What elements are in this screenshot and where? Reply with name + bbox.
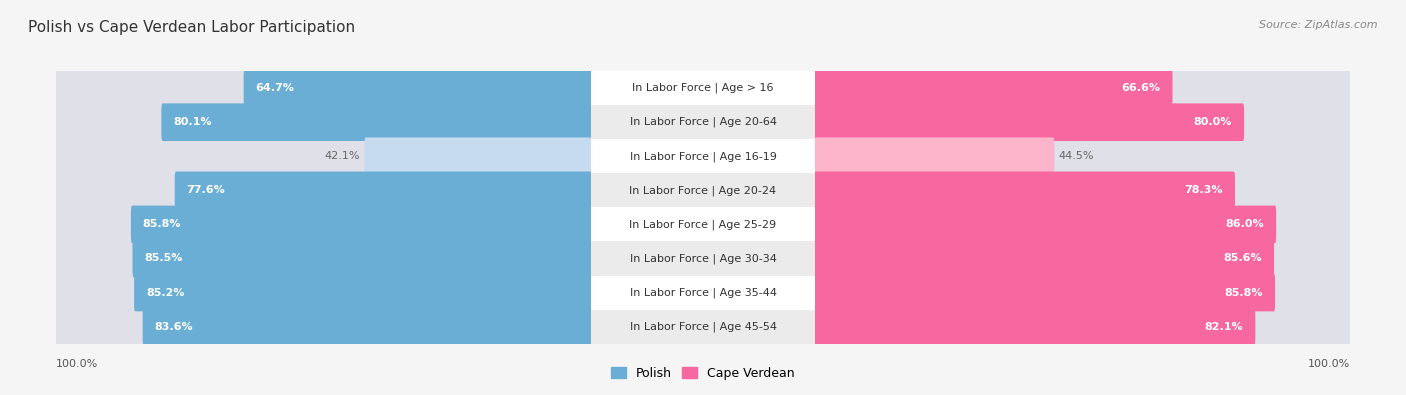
Bar	[56, 310, 591, 344]
Text: 82.1%: 82.1%	[1205, 322, 1243, 332]
Text: 85.5%: 85.5%	[145, 254, 183, 263]
FancyBboxPatch shape	[55, 205, 592, 244]
Text: In Labor Force | Age 45-54: In Labor Force | Age 45-54	[630, 322, 776, 332]
Text: 64.7%: 64.7%	[256, 83, 294, 93]
Text: In Labor Force | Age 25-29: In Labor Force | Age 25-29	[630, 219, 776, 229]
FancyBboxPatch shape	[814, 69, 1173, 107]
Text: 80.0%: 80.0%	[1194, 117, 1232, 127]
Text: 77.6%: 77.6%	[187, 185, 225, 196]
Legend: Polish, Cape Verdean: Polish, Cape Verdean	[606, 362, 800, 385]
Bar	[815, 241, 1350, 276]
FancyBboxPatch shape	[814, 68, 1351, 108]
FancyBboxPatch shape	[814, 274, 1275, 311]
Bar	[56, 71, 591, 105]
Text: 85.8%: 85.8%	[143, 219, 181, 229]
Bar	[591, 276, 815, 310]
Bar	[591, 241, 815, 276]
Text: 66.6%: 66.6%	[1122, 83, 1160, 93]
Bar	[56, 276, 591, 310]
Text: In Labor Force | Age 16-19: In Labor Force | Age 16-19	[630, 151, 776, 162]
Bar	[591, 173, 815, 207]
Bar	[56, 241, 591, 276]
Text: 85.6%: 85.6%	[1223, 254, 1263, 263]
Bar	[815, 207, 1350, 241]
Text: 100.0%: 100.0%	[56, 359, 98, 369]
Text: 80.1%: 80.1%	[173, 117, 212, 127]
FancyBboxPatch shape	[814, 239, 1351, 278]
Text: 100.0%: 100.0%	[1308, 359, 1350, 369]
Text: In Labor Force | Age 35-44: In Labor Force | Age 35-44	[630, 287, 776, 298]
FancyBboxPatch shape	[814, 205, 1277, 243]
FancyBboxPatch shape	[814, 307, 1351, 346]
Text: 85.8%: 85.8%	[1225, 288, 1263, 297]
Bar	[815, 173, 1350, 207]
Text: In Labor Force | Age 20-64: In Labor Force | Age 20-64	[630, 117, 776, 128]
Bar	[56, 207, 591, 241]
FancyBboxPatch shape	[132, 240, 592, 277]
FancyBboxPatch shape	[55, 273, 592, 312]
Bar	[591, 105, 815, 139]
FancyBboxPatch shape	[814, 103, 1244, 141]
FancyBboxPatch shape	[814, 308, 1256, 346]
FancyBboxPatch shape	[814, 171, 1234, 209]
Bar	[591, 310, 815, 344]
FancyBboxPatch shape	[55, 68, 592, 108]
FancyBboxPatch shape	[364, 137, 592, 175]
Bar	[591, 207, 815, 241]
FancyBboxPatch shape	[134, 274, 592, 311]
Bar	[56, 139, 591, 173]
Bar	[591, 71, 815, 105]
Bar	[815, 71, 1350, 105]
Bar	[591, 139, 815, 173]
Text: In Labor Force | Age 30-34: In Labor Force | Age 30-34	[630, 253, 776, 264]
FancyBboxPatch shape	[131, 205, 592, 243]
FancyBboxPatch shape	[814, 273, 1351, 312]
Text: 42.1%: 42.1%	[325, 151, 360, 161]
FancyBboxPatch shape	[55, 102, 592, 142]
FancyBboxPatch shape	[55, 307, 592, 346]
Text: Polish vs Cape Verdean Labor Participation: Polish vs Cape Verdean Labor Participati…	[28, 20, 356, 35]
Text: 78.3%: 78.3%	[1185, 185, 1223, 196]
FancyBboxPatch shape	[55, 171, 592, 210]
FancyBboxPatch shape	[814, 171, 1351, 210]
FancyBboxPatch shape	[814, 102, 1351, 142]
Bar	[815, 276, 1350, 310]
FancyBboxPatch shape	[55, 137, 592, 176]
FancyBboxPatch shape	[162, 103, 592, 141]
Text: In Labor Force | Age 20-24: In Labor Force | Age 20-24	[630, 185, 776, 196]
FancyBboxPatch shape	[55, 239, 592, 278]
Bar	[56, 105, 591, 139]
Text: 83.6%: 83.6%	[155, 322, 193, 332]
Bar	[815, 139, 1350, 173]
Bar	[56, 173, 591, 207]
Bar	[815, 310, 1350, 344]
FancyBboxPatch shape	[814, 205, 1351, 244]
Text: Source: ZipAtlas.com: Source: ZipAtlas.com	[1260, 20, 1378, 30]
FancyBboxPatch shape	[174, 171, 592, 209]
Text: 86.0%: 86.0%	[1226, 219, 1264, 229]
Text: 44.5%: 44.5%	[1059, 151, 1094, 161]
Text: In Labor Force | Age > 16: In Labor Force | Age > 16	[633, 83, 773, 93]
FancyBboxPatch shape	[814, 137, 1054, 175]
Bar	[815, 105, 1350, 139]
FancyBboxPatch shape	[814, 240, 1274, 277]
FancyBboxPatch shape	[142, 308, 592, 346]
FancyBboxPatch shape	[243, 69, 592, 107]
Text: 85.2%: 85.2%	[146, 288, 184, 297]
FancyBboxPatch shape	[814, 137, 1351, 176]
